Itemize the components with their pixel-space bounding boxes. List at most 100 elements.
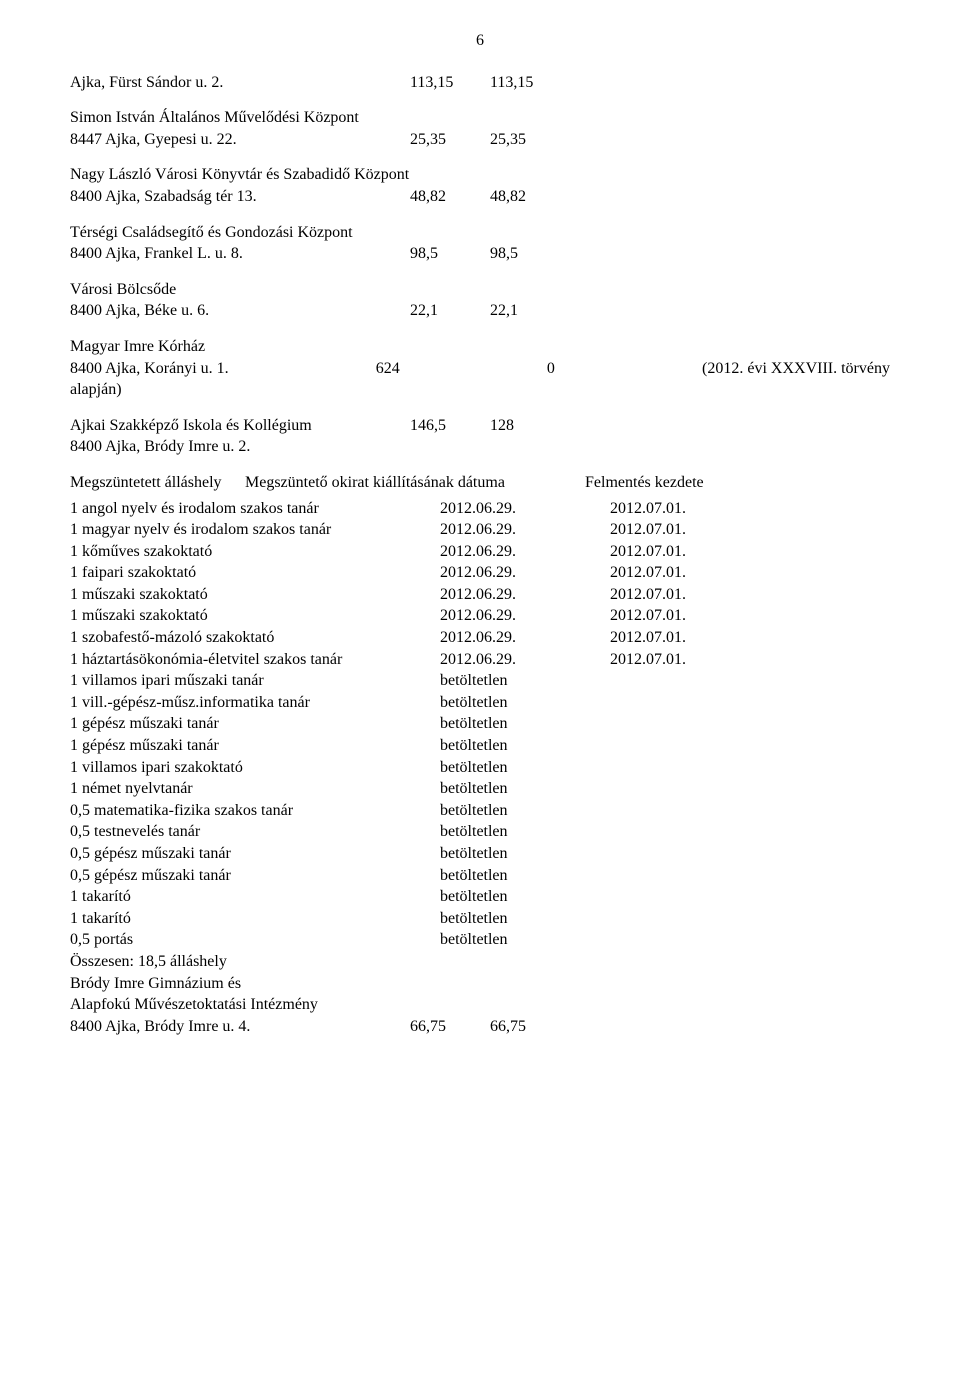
- table-row: 1 takarítóbetöltetlen: [70, 886, 890, 908]
- row-start: 2012.07.01.: [610, 498, 890, 520]
- entry-value-line: 8400 Ajka, Korányi u. 1.6240(2012. évi X…: [70, 358, 890, 380]
- row-date: betöltetlen: [440, 713, 610, 735]
- row-date: betöltetlen: [440, 865, 610, 887]
- entry-v2: 48,82: [490, 186, 570, 208]
- entry-addr: 8400 Ajka, Korányi u. 1.: [70, 358, 229, 380]
- table-row: 1 magyar nyelv és irodalom szakos tanár2…: [70, 519, 890, 541]
- row-start: 2012.07.01.: [610, 541, 890, 563]
- row-start: [610, 843, 890, 865]
- row-date: betöltetlen: [440, 778, 610, 800]
- entry-line: Ajka, Fürst Sándor u. 2.: [70, 72, 410, 94]
- row-date: betöltetlen: [440, 908, 610, 930]
- table-row: 1 villamos ipari szakoktatóbetöltetlen: [70, 757, 890, 779]
- row-start: 2012.07.01.: [610, 649, 890, 671]
- header-col-3: Felmentés kezdete: [585, 472, 890, 494]
- row-position: 1 magyar nyelv és irodalom szakos tanár: [70, 519, 440, 541]
- summary-line: Összesen: 18,5 álláshely: [70, 951, 890, 973]
- entry-extra: (2012. évi XXXVIII. törvény: [702, 358, 890, 380]
- row-position: 0,5 matematika-fizika szakos tanár: [70, 800, 440, 822]
- page-number: 6: [70, 30, 890, 52]
- table-row: 1 szobafestő-mázoló szakoktató2012.06.29…: [70, 627, 890, 649]
- header-col-1: Megszüntetett álláshely: [70, 472, 245, 494]
- table-row: 1 angol nyelv és irodalom szakos tanár20…: [70, 498, 890, 520]
- row-position: 1 német nyelvtanár: [70, 778, 440, 800]
- row-position: 1 faipari szakoktató: [70, 562, 440, 584]
- row-start: [610, 735, 890, 757]
- row-start: [610, 757, 890, 779]
- row-position: 1 takarító: [70, 908, 440, 930]
- row-start: 2012.07.01.: [610, 562, 890, 584]
- row-start: 2012.07.01.: [610, 627, 890, 649]
- row-start: [610, 929, 890, 951]
- entry-v2: 22,1: [490, 300, 570, 322]
- row-start: [610, 865, 890, 887]
- entry-name: Magyar Imre Kórház: [70, 336, 890, 358]
- row-position: 0,5 portás: [70, 929, 440, 951]
- entry-addr: 8447 Ajka, Gyepesi u. 22.: [70, 129, 410, 151]
- row-date: betöltetlen: [440, 929, 610, 951]
- row-start: 2012.07.01.: [610, 584, 890, 606]
- row-position: 0,5 gépész műszaki tanár: [70, 843, 440, 865]
- entry: Városi Bölcsőde8400 Ajka, Béke u. 6.22,1…: [70, 279, 890, 322]
- entry: Ajka, Fürst Sándor u. 2.113,15113,15: [70, 72, 890, 94]
- table-row: 1 kőműves szakoktató2012.06.29.2012.07.0…: [70, 541, 890, 563]
- entry-addr: 8400 Ajka, Frankel L. u. 8.: [70, 243, 410, 265]
- entry-v2: 98,5: [490, 243, 570, 265]
- row-date: betöltetlen: [440, 800, 610, 822]
- entry: Ajkai Szakképző Iskola és Kollégium146,5…: [70, 415, 890, 458]
- entry-v2: 128: [490, 415, 570, 437]
- row-position: 1 villamos ipari műszaki tanár: [70, 670, 440, 692]
- header-col-2: Megszüntető okirat kiállításának dátuma: [245, 472, 585, 494]
- table-row: 1 gépész műszaki tanárbetöltetlen: [70, 713, 890, 735]
- table-row: 1 vill.-gépész-műsz.informatika tanárbet…: [70, 692, 890, 714]
- entry-v1: 98,5: [410, 243, 490, 265]
- row-start: [610, 886, 890, 908]
- row-position: 0,5 testnevelés tanár: [70, 821, 440, 843]
- row-start: [610, 713, 890, 735]
- row-date: betöltetlen: [440, 692, 610, 714]
- row-date: betöltetlen: [440, 757, 610, 779]
- entry-v2: 0: [547, 358, 555, 380]
- last-entry-v1: 66,75: [410, 1016, 490, 1038]
- entry-v1: 113,15: [410, 72, 490, 94]
- row-position: 0,5 gépész műszaki tanár: [70, 865, 440, 887]
- row-position: 1 angol nyelv és irodalom szakos tanár: [70, 498, 440, 520]
- row-date: 2012.06.29.: [440, 627, 610, 649]
- row-start: [610, 692, 890, 714]
- row-start: [610, 800, 890, 822]
- entry: Magyar Imre Kórház8400 Ajka, Korányi u. …: [70, 336, 890, 401]
- row-position: 1 villamos ipari szakoktató: [70, 757, 440, 779]
- entry-v1: 48,82: [410, 186, 490, 208]
- table-row: 1 villamos ipari műszaki tanárbetöltetle…: [70, 670, 890, 692]
- table-row: 0,5 gépész műszaki tanárbetöltetlen: [70, 865, 890, 887]
- row-start: 2012.07.01.: [610, 605, 890, 627]
- entry: Nagy László Városi Könyvtár és Szabadidő…: [70, 164, 890, 207]
- row-start: [610, 778, 890, 800]
- row-start: [610, 670, 890, 692]
- entry-name: Nagy László Városi Könyvtár és Szabadidő…: [70, 164, 890, 186]
- row-position: 1 kőműves szakoktató: [70, 541, 440, 563]
- entry-addr: 8400 Ajka, Szabadság tér 13.: [70, 186, 410, 208]
- row-position: 1 szobafestő-mázoló szakoktató: [70, 627, 440, 649]
- entry-v1: 146,5: [410, 415, 490, 437]
- entry-v1: 22,1: [410, 300, 490, 322]
- entry-name: Térségi Családsegítő és Gondozási Közpon…: [70, 222, 890, 244]
- entry-extra2: alapján): [70, 379, 890, 401]
- entry-v1: 25,35: [410, 129, 490, 151]
- entry-name: Városi Bölcsőde: [70, 279, 890, 301]
- row-start: 2012.07.01.: [610, 519, 890, 541]
- table-header: Megszüntetett álláshely Megszüntető okir…: [70, 472, 890, 494]
- row-date: 2012.06.29.: [440, 605, 610, 627]
- row-date: 2012.06.29.: [440, 498, 610, 520]
- table-row: 1 műszaki szakoktató2012.06.29.2012.07.0…: [70, 584, 890, 606]
- entry-addr: 8400 Ajka, Bródy Imre u. 2.: [70, 436, 890, 458]
- entry-name: Ajkai Szakképző Iskola és Kollégium: [70, 415, 410, 437]
- table-row: 1 faipari szakoktató2012.06.29.2012.07.0…: [70, 562, 890, 584]
- last-entry-addr: 8400 Ajka, Bródy Imre u. 4.: [70, 1016, 410, 1038]
- row-date: 2012.06.29.: [440, 649, 610, 671]
- row-date: 2012.06.29.: [440, 519, 610, 541]
- table-row: 1 műszaki szakoktató2012.06.29.2012.07.0…: [70, 605, 890, 627]
- row-date: 2012.06.29.: [440, 584, 610, 606]
- row-date: betöltetlen: [440, 843, 610, 865]
- table-row: 0,5 testnevelés tanárbetöltetlen: [70, 821, 890, 843]
